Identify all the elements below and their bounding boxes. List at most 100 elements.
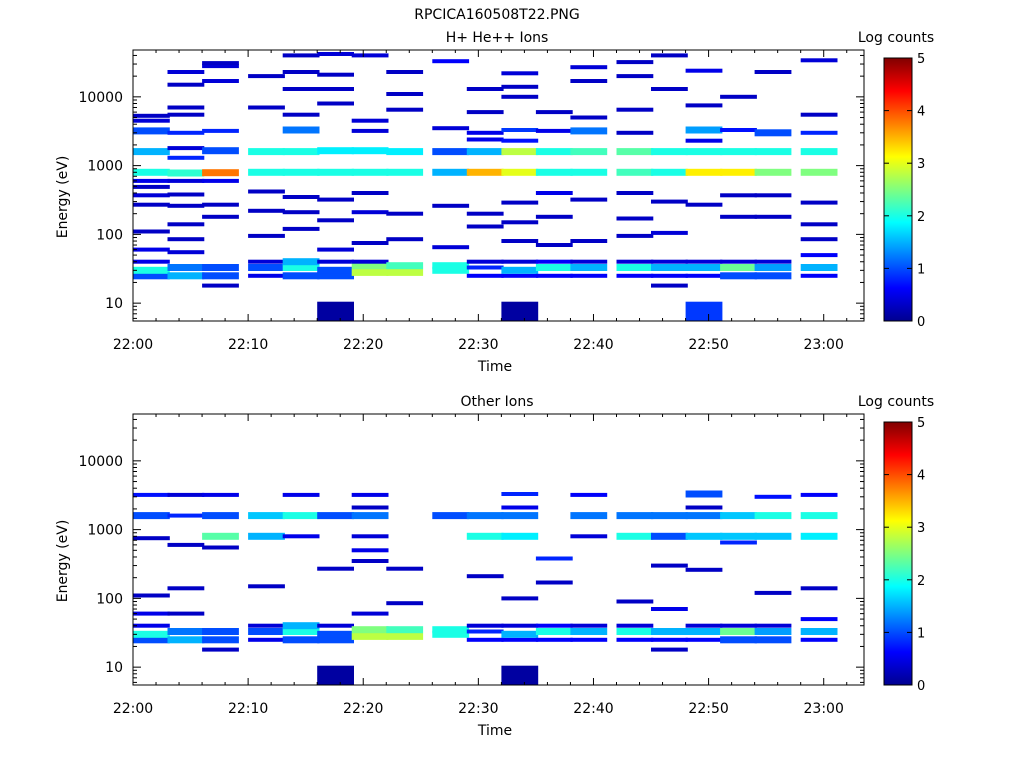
heatmap-cell [800,628,838,635]
heatmap-cell [685,628,723,635]
heatmap-cell [282,70,320,74]
heatmap-cell [248,105,285,110]
heatmap-cell [432,266,470,274]
heatmap-cell [685,512,723,520]
heatmap-cell [351,505,389,510]
heatmap-cell [248,273,285,278]
colorbar-tick-label: 5 [917,416,925,431]
panel-title: H+ He++ Ions [446,30,549,46]
y-tick-label: 1000 [87,523,123,539]
heatmap-cell [351,548,389,553]
heatmap-cell [501,266,539,274]
heatmap-cell [720,512,757,520]
heatmap-cell [282,272,320,280]
x-tick-label: 22:30 [458,701,498,717]
heatmap-cell [501,596,539,601]
heatmap-cell [570,197,608,202]
heatmap-cell [167,130,205,135]
heatmap-cell [800,586,838,591]
heatmap-cell [800,237,838,242]
heatmap-cell [616,264,654,271]
heatmap-cell [202,61,239,66]
heatmap-cell [317,636,354,644]
heatmap-cell [685,490,723,498]
heatmap-cell [351,53,389,58]
heatmap-cell [351,626,389,634]
y-tick-label: 1000 [87,159,123,175]
heatmap-cell [685,103,723,108]
heatmap-cell [351,259,389,264]
panel-h-he-ions: H+ He++ Ions Log counts 22:00 22:10 22:20 2… [55,30,934,375]
heatmap-cell [616,637,654,642]
heatmap-cell [202,147,239,155]
heatmap-cell [248,74,285,79]
heatmap-cell [386,107,424,112]
heatmap-cell [167,70,205,74]
heatmap-cell [133,630,170,638]
heatmap-cell [651,628,688,635]
heatmap-cell [800,168,838,176]
y-axis-label: Energy (eV) [55,156,71,239]
heatmap-cell [570,623,608,628]
heatmap-cell [351,512,389,520]
heatmap-cell [800,200,838,205]
heatmap-cell [282,534,320,539]
heatmap-cell [501,505,539,510]
heatmap-cell [800,617,838,622]
heatmap-cell [317,147,354,155]
heatmap-cell [167,542,205,547]
heatmap-cell [570,79,608,83]
heatmap-cell [651,53,688,58]
heatmap-cell [386,566,424,571]
heatmap-cell [720,168,757,176]
y-tick-label: 10000 [78,90,123,106]
heatmap-cell [317,197,354,202]
heatmap-cell [535,168,573,176]
heatmap-cell [432,59,470,64]
heatmap-cell [720,214,757,219]
heatmap-cell [616,60,654,65]
heatmap-cell [133,611,170,616]
heatmap-cell [616,216,654,221]
heatmap-cell [282,226,320,231]
heatmap-cell [167,272,205,280]
heatmap-cell [754,193,792,198]
heatmap-cell [202,492,239,497]
heatmap-cell [167,586,205,591]
heatmap-cell [466,137,504,142]
heatmap-cell [351,268,389,276]
heatmap-cell [720,272,757,280]
heatmap-cell [570,239,608,243]
colorbar-tick-label: 0 [917,679,925,694]
colorbar-label: Log counts [858,30,934,46]
heatmap-cell [466,629,504,634]
heatmap-cell [535,580,573,585]
heatmap-cell [501,239,539,243]
colorbar-tick-label: 2 [917,574,925,589]
heatmap-cell [351,559,389,563]
x-tick-label: 22:10 [228,701,268,717]
heatmap-cell [651,283,688,288]
heatmap-cell [432,626,470,634]
heatmap-cell [720,94,757,99]
heatmap-cell [651,199,688,204]
heatmap-cell [386,601,424,606]
heatmap-cell [167,112,205,117]
heatmap-cell [535,148,573,156]
heatmap-cell [535,623,573,628]
heatmap-cell [800,264,838,271]
heatmap-plot-area: 22:00 22:10 22:20 22:30 22:40 22:50 23:0010100… [78,49,925,353]
heatmap-cell [501,259,539,264]
heatmap-cell [466,273,504,278]
heatmap-cell [754,259,792,264]
heatmap-cell [167,203,205,208]
heatmap-cell [133,184,170,189]
heatmap-cell [167,222,205,227]
heatmap-cell [651,148,688,156]
heatmap-cell [685,301,723,321]
heatmap-cell [167,250,205,255]
heatmap-cell [685,567,723,572]
heatmap-cell [651,637,688,642]
y-tick-label: 100 [96,227,123,243]
colorbar-tick-label: 1 [917,626,925,641]
